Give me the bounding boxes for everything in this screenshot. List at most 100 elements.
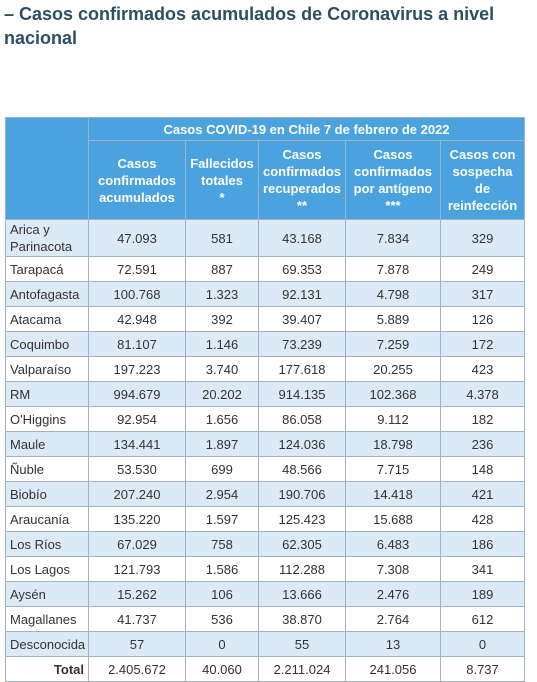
value-cell: 43.168 — [258, 219, 346, 257]
data-row: Maule 134.441 1.897 124.036 18.798 236 — [5, 431, 526, 457]
value-cell: 1.323 — [185, 281, 259, 307]
region-cell: Desconocida — [5, 631, 89, 657]
total-value: 241.056 — [345, 656, 441, 682]
value-cell: 317 — [439, 281, 526, 307]
value-cell: 81.107 — [88, 331, 186, 357]
data-row: Biobío 207.240 2.954 190.706 14.418 421 — [5, 481, 526, 507]
value-cell: 189 — [439, 581, 526, 607]
value-cell: 7.259 — [345, 331, 441, 357]
value-cell: 134.441 — [88, 431, 186, 457]
value-cell: 699 — [185, 456, 259, 482]
value-cell: 73.239 — [258, 331, 346, 357]
region-cell: Tarapacá — [5, 256, 89, 282]
data-row: Aysén 15.262 106 13.666 2.476 189 — [5, 581, 526, 607]
value-cell: 92.131 — [258, 281, 346, 307]
value-cell: 581 — [185, 219, 259, 257]
value-cell: 428 — [439, 506, 526, 532]
region-cell: Maule — [5, 431, 89, 457]
column-header: Casos confirmados por antígeno *** — [345, 140, 441, 220]
column-header-text: Casos con sospecha de reinfección — [447, 147, 518, 213]
value-cell: 1.586 — [185, 556, 259, 582]
region-cell: O'Higgins — [5, 406, 89, 432]
region-cell: Atacama — [5, 306, 89, 332]
column-header: Casos confirmados acumulados — [88, 140, 186, 220]
value-cell: 1.656 — [185, 406, 259, 432]
data-row: O'Higgins 92.954 1.656 86.058 9.112 182 — [5, 406, 526, 432]
total-value: 2.405.672 — [88, 656, 186, 682]
value-cell: 887 — [185, 256, 259, 282]
value-cell: 0 — [185, 631, 259, 657]
column-header-note: *** — [385, 198, 401, 213]
value-cell: 53.530 — [88, 456, 186, 482]
table-body: Casos COVID-19 en Chile 7 de febrero de … — [5, 117, 526, 682]
value-cell: 86.058 — [258, 406, 346, 432]
value-cell: 612 — [439, 606, 526, 632]
value-cell: 135.220 — [88, 506, 186, 532]
value-cell: 41.737 — [88, 606, 186, 632]
region-cell: Magallanes — [5, 606, 89, 632]
value-cell: 7.308 — [345, 556, 441, 582]
value-cell: 341 — [439, 556, 526, 582]
table-caption: Casos COVID-19 en Chile 7 de febrero de … — [87, 117, 526, 141]
region-cell: Araucanía — [5, 506, 89, 532]
value-cell: 197.223 — [88, 356, 186, 382]
value-cell: 125.423 — [258, 506, 346, 532]
value-cell: 7.878 — [345, 256, 441, 282]
value-cell: 1.597 — [185, 506, 259, 532]
data-row: Antofagasta 100.768 1.323 92.131 4.798 317 — [5, 281, 526, 307]
value-cell: 172 — [439, 331, 526, 357]
value-cell: 69.353 — [258, 256, 346, 282]
data-row: Ñuble 53.530 699 48.566 7.715 148 — [5, 456, 526, 482]
value-cell: 758 — [185, 531, 259, 557]
value-cell: 20.255 — [345, 356, 441, 382]
value-cell: 13 — [345, 631, 441, 657]
data-row: Arica y Parinacota 47.093 581 43.168 7.834 32… — [5, 219, 526, 257]
value-cell: 182 — [439, 406, 526, 432]
data-row: Araucanía 135.220 1.597 125.423 15.688 428 — [5, 506, 526, 532]
value-cell: 38.870 — [258, 606, 346, 632]
value-cell: 5.889 — [345, 306, 441, 332]
value-cell: 148 — [439, 456, 526, 482]
data-row: Atacama 42.948 392 39.407 5.889 126 — [5, 306, 526, 332]
corner-cell — [5, 117, 89, 220]
data-row: Los Ríos 67.029 758 62.305 6.483 186 — [5, 531, 526, 557]
value-cell: 207.240 — [88, 481, 186, 507]
value-cell: 112.288 — [258, 556, 346, 582]
value-cell: 15.688 — [345, 506, 441, 532]
value-cell: 57 — [88, 631, 186, 657]
value-cell: 249 — [439, 256, 526, 282]
value-cell: 67.029 — [88, 531, 186, 557]
region-cell: Los Ríos — [5, 531, 89, 557]
value-cell: 42.948 — [88, 306, 186, 332]
region-cell: Arica y Parinacota — [5, 219, 89, 257]
region-cell: RM — [5, 381, 89, 407]
value-cell: 2.764 — [345, 606, 441, 632]
region-cell: Valparaíso — [5, 356, 89, 382]
region-cell: Coquimbo — [5, 331, 89, 357]
value-cell: 190.706 — [258, 481, 346, 507]
value-cell: 39.407 — [258, 306, 346, 332]
data-row: Magallanes 41.737 536 38.870 2.764 612 — [5, 606, 526, 632]
region-cell: Ñuble — [5, 456, 89, 482]
total-label: Total — [5, 656, 89, 682]
value-cell: 15.262 — [88, 581, 186, 607]
value-cell: 4.378 — [439, 381, 526, 407]
value-cell: 124.036 — [258, 431, 346, 457]
column-header-note: * — [219, 189, 225, 205]
value-cell: 106 — [185, 581, 259, 607]
value-cell: 20.202 — [185, 381, 259, 407]
column-header-text: Casos confirmados acumulados — [97, 155, 176, 205]
header-row: Casos confirmados acumulados Fallecidos t… — [6, 140, 526, 220]
column-header: Casos con sospecha de reinfección — [439, 140, 526, 220]
value-cell: 47.093 — [88, 219, 186, 257]
value-cell: 48.566 — [258, 456, 346, 482]
value-cell: 392 — [185, 306, 259, 332]
value-cell: 177.618 — [258, 356, 346, 382]
data-row: Tarapacá 72.591 887 69.353 7.878 249 — [5, 256, 526, 282]
value-cell: 14.418 — [345, 481, 441, 507]
value-cell: 536 — [185, 606, 259, 632]
value-cell: 18.798 — [345, 431, 441, 457]
value-cell: 72.591 — [88, 256, 186, 282]
page-title: – Casos confirmados acumulados de Corona… — [4, 4, 495, 48]
value-cell: 914.135 — [258, 381, 346, 407]
